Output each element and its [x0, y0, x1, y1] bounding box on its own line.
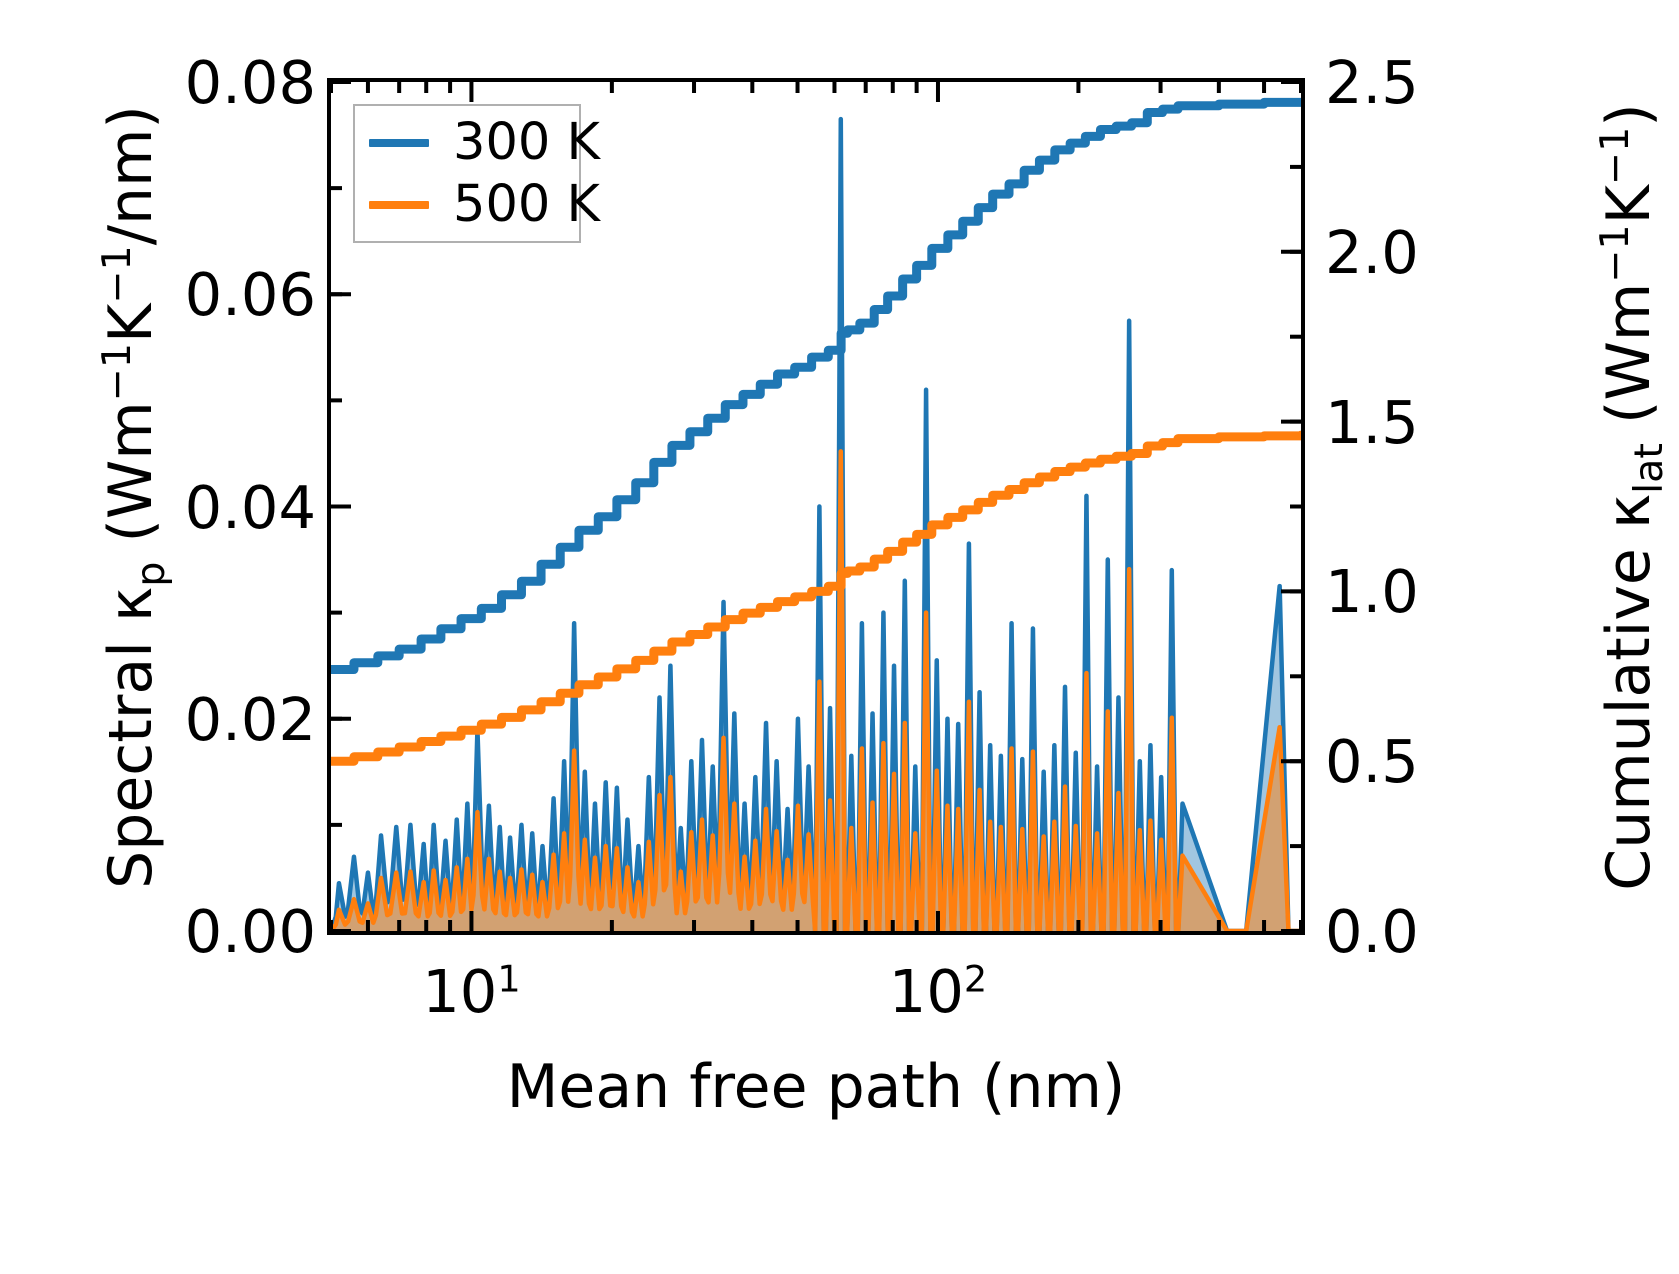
y-axis-left-title-mid: K	[96, 303, 166, 343]
x-axis-tick-label: 101	[422, 957, 521, 1026]
y-axis-left-tick-label: 0.06	[184, 260, 316, 330]
y-axis-right-title-prefix: Cumulative κ	[1594, 493, 1664, 891]
y-axis-right-title-exp2: −1	[1592, 126, 1638, 186]
legend-swatch-300k	[369, 138, 429, 147]
y-axis-right-tick-label: 0.0	[1325, 897, 1419, 966]
y-axis-right-tick-label: 2.0	[1325, 217, 1419, 287]
y-axis-left-tick-label: 0.04	[184, 472, 316, 542]
legend-label-300k: 300 K	[453, 113, 600, 172]
y-axis-right-tick-label: 1.5	[1325, 387, 1419, 457]
y-axis-left-title-exp1: −1	[94, 342, 140, 402]
y-axis-left-title: Spectral κp (Wm−1K−1/nm)	[94, 67, 174, 927]
legend-item-500k[interactable]: 500 K	[369, 174, 600, 236]
y-axis-right-title-exp1: −1	[1592, 224, 1638, 283]
plot-clip	[331, 82, 1301, 931]
y-axis-left-title-close: /nm)	[96, 105, 166, 246]
legend-swatch-500k	[369, 200, 429, 209]
chart-svg	[331, 97, 1301, 931]
y-axis-left-title-exp2: −1	[94, 245, 140, 304]
plot-area	[327, 78, 1305, 935]
cumulative-line-300k	[331, 97, 1301, 675]
y-axis-right-title-subscript: lat	[1626, 443, 1672, 494]
cumulative-line-500k	[331, 430, 1301, 766]
spectral-line-500k	[331, 449, 1301, 931]
y-axis-right-tick-label: 2.5	[1325, 48, 1419, 117]
y-axis-left-tick-label: 0.00	[184, 897, 316, 966]
y-axis-right-title-mid: K	[1594, 185, 1664, 225]
legend-item-300k[interactable]: 300 K	[369, 112, 600, 174]
y-axis-right-title: Cumulative κlat (Wm−1K−1)	[1592, 67, 1672, 927]
legend-label-500k: 500 K	[453, 175, 600, 234]
y-axis-left-title-unit-open: (Wm	[96, 401, 166, 562]
legend[interactable]: 300 K 500 K	[353, 104, 600, 243]
spectral-line-300k	[331, 116, 1301, 931]
y-axis-right-title-close: )	[1594, 103, 1664, 127]
y-axis-right-title-unit-open: (Wm	[1594, 282, 1664, 444]
y-axis-left-title-prefix: Spectral κ	[96, 586, 166, 889]
y-axis-right-tick-label: 0.5	[1325, 727, 1419, 797]
y-axis-right-tick-label: 1.0	[1325, 557, 1419, 627]
y-axis-left-tick-label: 0.08	[184, 48, 316, 117]
x-axis-tick-label: 102	[888, 957, 988, 1026]
x-axis-title: Mean free path (nm)	[506, 1052, 1126, 1122]
y-axis-left-title-subscript: p	[128, 561, 174, 587]
y-axis-left-tick-label: 0.02	[184, 684, 316, 754]
